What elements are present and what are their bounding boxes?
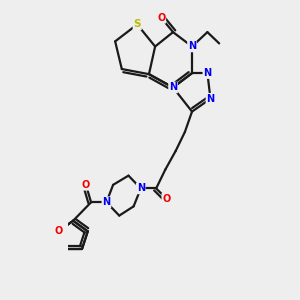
Text: S: S	[134, 20, 141, 29]
Text: N: N	[206, 94, 214, 104]
Text: N: N	[137, 183, 145, 194]
Text: N: N	[169, 82, 177, 92]
Text: O: O	[157, 13, 165, 23]
Text: N: N	[102, 197, 110, 207]
Text: N: N	[188, 41, 196, 52]
Text: O: O	[162, 194, 170, 204]
Text: O: O	[82, 180, 90, 190]
Text: N: N	[203, 68, 211, 78]
Text: O: O	[54, 226, 63, 236]
